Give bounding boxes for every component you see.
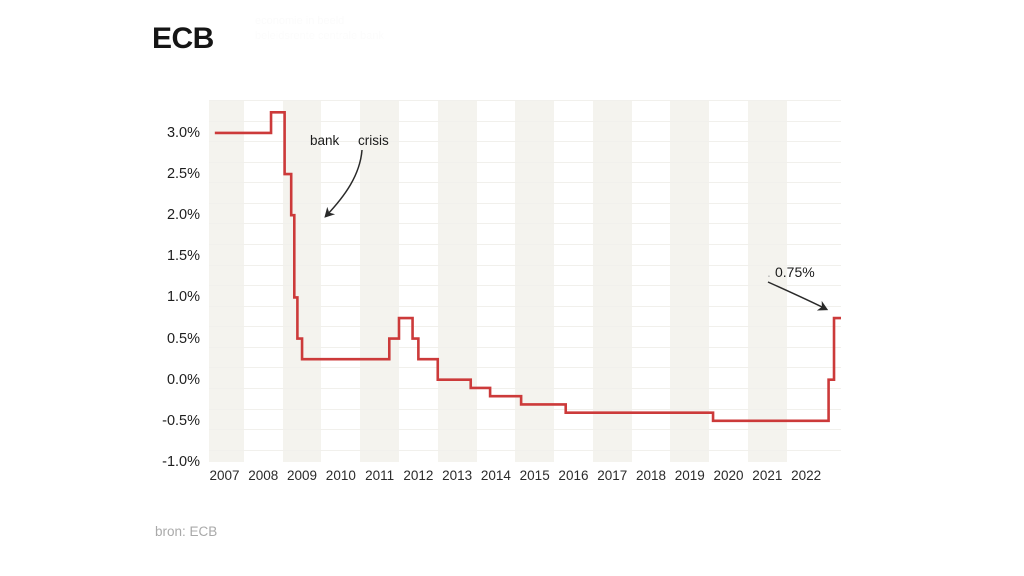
gridline-minor [209,367,841,369]
x-axis-tick-label: 2013 [442,468,473,483]
watermark-text: economie in beeld beleidsrente centrale … [255,14,455,44]
gridline-minor [209,305,841,307]
y-axis-tick-label: 2.0% [166,207,200,224]
annotation-crisis-label: crisis [358,133,389,148]
x-axis-tick-label: 2018 [635,468,667,483]
x-axis-tick-label: 2019 [674,468,705,483]
x-axis-tick-label: 2020 [713,468,744,483]
x-axis-tick-label: 2009 [287,468,318,483]
watermark-line-1: economie in beeld [255,15,345,27]
ecb-rate-polyline [214,111,841,423]
x-axis-tick-label: 2010 [325,468,356,483]
annotation-value-prefix: . [767,264,771,280]
gridline-minor [209,408,841,410]
gridline-minor [209,346,841,348]
gridline-minor [209,202,841,204]
gridline-minor [209,223,841,225]
background-band [360,100,399,462]
background-band [670,100,710,462]
gridline-minor [209,161,841,163]
gridline-minor [209,120,841,122]
gridline-minor [209,429,841,431]
series-line-ecb-rate [214,111,841,423]
plot-region: 3.0% 2.5% 2.0% 1.5% 1.0% 0.5% 0.0% -0.5% -1.0% [162,100,841,470]
background-band [282,100,322,462]
x-axis-tick-label: 2015 [519,468,550,483]
gridline-minor [209,449,841,451]
title-block: ECB [152,20,214,60]
annotation-bank-label: bank [310,133,340,148]
x-axis-labels: 2007 2008 2009 2010 2011 2012 2013 2014 2015 2016… [209,468,841,492]
gridline-minor [209,264,841,266]
x-axis-tick-label: 2016 [558,468,589,483]
x-axis-tick-label: 2007 [209,468,240,483]
page-title: ECB [152,22,214,55]
background-band [592,100,632,462]
gridline-minor [209,182,841,184]
x-axis-tick-label: 2012 [403,468,434,483]
watermark-line-2: beleidsrente centrale bank [255,30,385,42]
x-axis-tick-label: 2008 [248,468,279,483]
annotation-current-rate: 0.75% [775,264,815,280]
y-axis-tick-label: 1.0% [166,289,200,306]
y-axis-labels: 3.0% 2.5% 2.0% 1.5% 1.0% 0.5% 0.0% -0.5% -1.0% [162,100,841,470]
gridline-minor [209,285,841,287]
background-band [747,100,787,462]
background-band [209,100,244,462]
x-axis-tick-label: 2014 [480,468,511,483]
gridline-minor [209,387,841,389]
x-axis-tick-label: 2021 [752,468,783,483]
gridline-minor [209,141,841,143]
y-axis-tick-label: 0.5% [166,330,200,347]
y-axis-tick-label: 1.5% [166,248,200,265]
y-axis-tick-label: -0.5% [162,412,200,429]
y-axis-tick-label: 0.0% [166,371,200,388]
y-axis-tick-label: 3.0% [166,124,200,141]
chart-area: 3.0% 2.5% 2.0% 1.5% 1.0% 0.5% 0.0% -0.5% -1.0% 2… [152,90,852,500]
gridline-minor [209,100,841,101]
gridline-minor [209,243,841,245]
x-axis-tick-label: 2017 [597,468,628,483]
gridline-minor [209,326,841,328]
y-axis-tick-label: -1.0% [162,454,200,470]
y-axis-tick-label: 2.5% [166,166,200,183]
background-band [437,100,477,462]
x-axis-tick-label: 2011 [365,468,395,483]
source-note: bron: ECB [155,524,218,539]
x-axis-tick-label: 2022 [791,468,822,483]
